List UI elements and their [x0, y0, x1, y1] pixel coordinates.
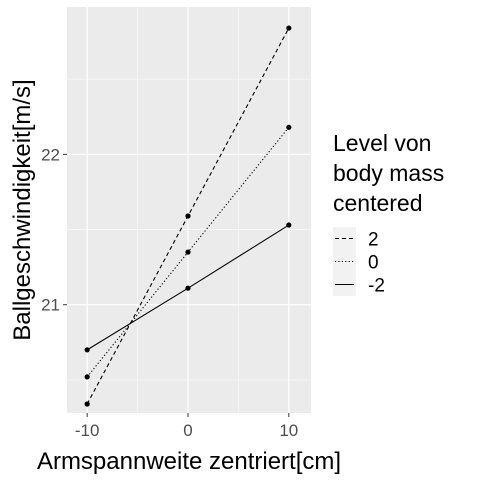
- x-tick-labels: -10 0 10: [75, 421, 298, 440]
- legend-keys: 20-2: [333, 227, 385, 297]
- legend-label: 0: [368, 253, 379, 274]
- x-tick-label: 10: [279, 421, 298, 440]
- data-point: [286, 124, 292, 130]
- data-point: [84, 401, 90, 407]
- series-0: [84, 124, 292, 380]
- plot-panel: [67, 7, 311, 413]
- y-tick-label: 22: [41, 145, 60, 164]
- legend-label: 2: [368, 230, 379, 251]
- legend-title-line-3: centered: [333, 190, 423, 216]
- series--2: [84, 222, 292, 353]
- legend-label: -2: [368, 276, 385, 297]
- data-point: [84, 374, 90, 380]
- series-layer: [84, 25, 292, 407]
- data-point: [84, 347, 90, 353]
- data-point: [185, 285, 191, 291]
- axis-ticks: [63, 153, 290, 417]
- data-point: [286, 222, 292, 228]
- x-axis-title: Armspannweite zentriert[cm]: [37, 448, 341, 475]
- y-tick-label: 21: [41, 296, 60, 315]
- legend-title-line-1: Level von: [333, 130, 431, 156]
- series-2: [84, 25, 292, 407]
- legend-item-0: 0: [333, 250, 379, 274]
- x-tick-label: 0: [183, 421, 192, 440]
- data-point: [185, 213, 191, 219]
- grid-minor: [67, 7, 311, 413]
- legend-title-line-2: body mass: [333, 160, 444, 186]
- data-point: [185, 249, 191, 255]
- legend: Level von body mass centered 20-2: [333, 130, 444, 297]
- y-axis-title: Ballgeschwindigkeit[m/s]: [9, 79, 36, 340]
- data-point: [286, 25, 292, 31]
- grid-major: [67, 7, 311, 413]
- legend-item-2: 2: [333, 227, 379, 251]
- legend-item--2: -2: [333, 273, 385, 297]
- y-tick-labels: 21 22: [41, 145, 60, 314]
- x-tick-label: -10: [75, 421, 100, 440]
- legend-key-bg: [333, 250, 356, 273]
